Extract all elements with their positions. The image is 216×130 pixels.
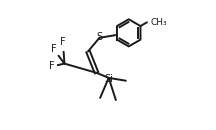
Text: F: F xyxy=(49,61,55,71)
Text: F: F xyxy=(60,37,66,47)
Text: S: S xyxy=(96,32,102,42)
Text: Si: Si xyxy=(104,74,113,84)
Text: CH₃: CH₃ xyxy=(151,18,167,27)
Text: F: F xyxy=(51,44,57,54)
